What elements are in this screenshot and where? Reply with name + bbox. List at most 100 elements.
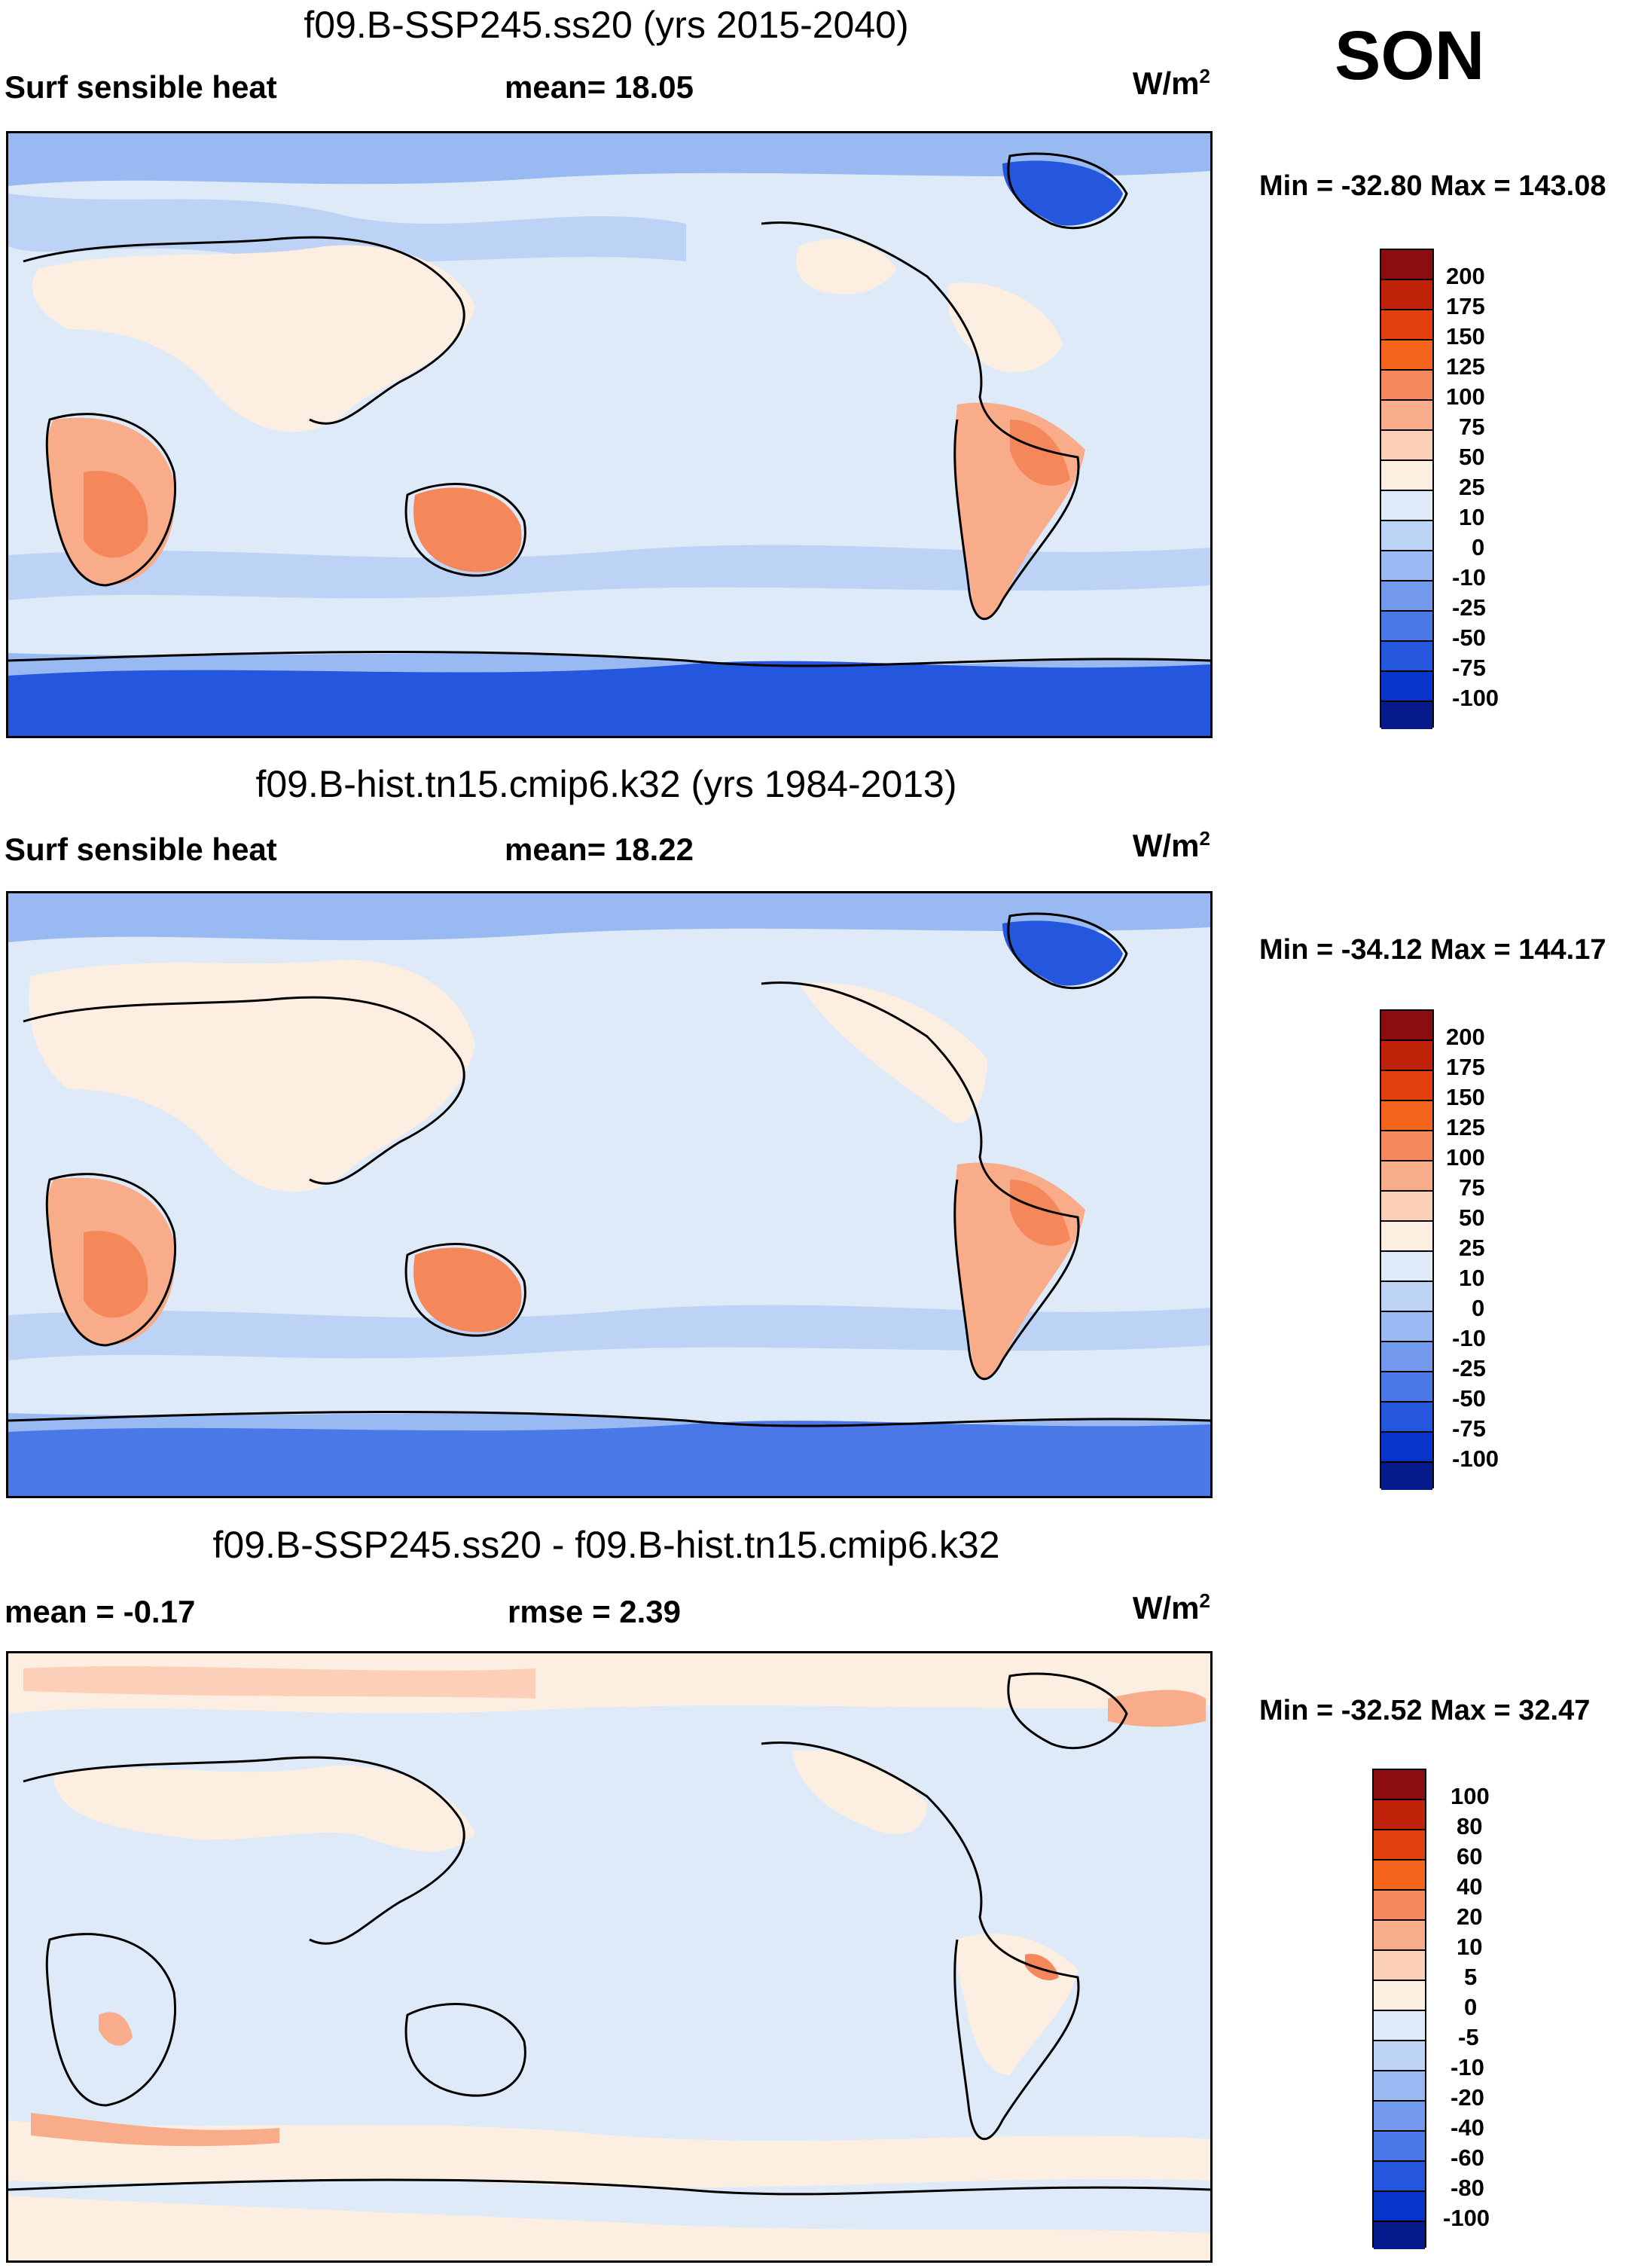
panel-3-colorbar-tick: -20 [1451, 2084, 1484, 2111]
panel-3-colorbar-box [1374, 2102, 1425, 2132]
panel-1-title: f09.B-SSP245.ss20 (yrs 2015-2040) [304, 4, 909, 46]
panel-1-map-field [8, 133, 1210, 736]
panel-2-colorbar-tick: -25 [1452, 1355, 1486, 1381]
panel-3-colorbar-box [1374, 1981, 1425, 2011]
panel-3-rmse-label: rmse = 2.39 [508, 1594, 682, 1629]
panel-2-colorbar-box [1381, 1282, 1432, 1312]
panel-3-colorbar-tick: -100 [1443, 2205, 1490, 2231]
panel-1-mean-label: mean= 18.05 [505, 69, 694, 105]
panel-3-colorbar-tick: 0 [1464, 1994, 1478, 2020]
panel-3-units: W/m2 [1132, 1589, 1210, 1625]
panel-3-colorbar-box [1374, 2132, 1425, 2162]
panel-1-colorbar-tick: -100 [1452, 685, 1499, 711]
panel-3-colorbar-box [1374, 1951, 1425, 1981]
panel-1-colorbar-box [1381, 702, 1432, 729]
panel-3-colorbar-tick: -80 [1451, 2175, 1484, 2201]
panel-2-colorbar-box [1381, 1463, 1432, 1490]
panel-3-colorbar-tick: -60 [1451, 2144, 1484, 2171]
panel-2-colorbar-box [1381, 1403, 1432, 1433]
panel-1-colorbar-box [1381, 401, 1432, 431]
panel-3-colorbar-box [1374, 1891, 1425, 1921]
panel-1-colorbar-box [1381, 340, 1432, 371]
panel-2-colorbar-tick: 150 [1446, 1084, 1485, 1110]
panel-3-colorbar-box [1374, 1921, 1425, 1951]
panel-1-colorbar-box [1381, 431, 1432, 461]
panel-2-colorbar-tick: 100 [1446, 1144, 1485, 1171]
panel-1-colorbar-tick: 50 [1459, 444, 1485, 470]
panel-3-colorbar-tick: 5 [1464, 1964, 1478, 1990]
panel-1-colorbar-tick: 10 [1459, 504, 1485, 530]
panel-1-colorbar-box [1381, 371, 1432, 401]
panel-2-colorbar-box [1381, 1041, 1432, 1071]
panel-2-colorbar-box [1381, 1101, 1432, 1131]
panel-3-colorbar-box [1374, 1860, 1425, 1891]
panel-3-map [6, 1651, 1213, 2263]
panel-1-colorbar-box [1381, 612, 1432, 642]
panel-1-colorbar-tick: 150 [1446, 323, 1485, 350]
panel-3-colorbar-tick: 40 [1457, 1873, 1483, 1900]
panel-1-colorbar-tick: 0 [1472, 534, 1485, 560]
panel-2-colorbar-tick: 50 [1459, 1204, 1485, 1231]
panel-1-colorbar-tick: 200 [1446, 263, 1485, 289]
panel-1-colorbar-box [1381, 491, 1432, 521]
panel-2-minmax: Min = -34.12 Max = 144.17 [1259, 934, 1606, 966]
panel-2-variable-label: Surf sensible heat [5, 832, 277, 867]
panel-3-colorbar-tick: 60 [1457, 1843, 1483, 1870]
panel-1-colorbar-box [1381, 310, 1432, 340]
panel-2-map-field [8, 893, 1210, 1496]
panel-2-units: W/m2 [1132, 827, 1210, 863]
panel-2-colorbar-box [1381, 1011, 1432, 1041]
panel-1-minmax: Min = -32.80 Max = 143.08 [1259, 170, 1606, 202]
panel-2-mean-label: mean= 18.22 [505, 832, 694, 867]
panel-2-colorbar-box [1381, 1312, 1432, 1342]
panel-3-colorbar-box [1374, 2192, 1425, 2222]
panel-3-minmax: Min = -32.52 Max = 32.47 [1259, 1695, 1591, 1726]
panel-1-colorbar-tick: -10 [1452, 564, 1486, 591]
panel-3-colorbar-tick: 20 [1457, 1903, 1483, 1930]
panel-1-colorbar-box [1381, 672, 1432, 702]
panel-1-colorbar-box [1381, 551, 1432, 581]
season-label: SON [1335, 17, 1485, 94]
panel-2-colorbar-box [1381, 1372, 1432, 1403]
panel-1-colorbar-tick: 125 [1446, 353, 1485, 380]
panel-2-colorbar [1380, 1009, 1434, 1490]
panel-2-colorbar-tick: -100 [1452, 1445, 1499, 1472]
panel-2-colorbar-tick: 200 [1446, 1024, 1485, 1050]
panel-1-colorbar-box [1381, 521, 1432, 551]
panel-3-colorbar-tick: 10 [1457, 1934, 1483, 1960]
panel-2-colorbar-box [1381, 1071, 1432, 1101]
panel-1-colorbar-tick: -75 [1452, 655, 1486, 681]
panel-3-colorbar-tick: -5 [1458, 2024, 1479, 2050]
panel-1-colorbar-tick: 175 [1446, 293, 1485, 319]
panel-2-colorbar-box [1381, 1192, 1432, 1222]
panel-3-colorbar-box [1374, 1770, 1425, 1800]
panel-2-colorbar-tick: 10 [1459, 1265, 1485, 1291]
panel-3-map-field [8, 1653, 1210, 2260]
panel-3-colorbar-tick: 80 [1457, 1813, 1483, 1839]
panel-3-colorbar-box [1374, 2041, 1425, 2071]
panel-2-colorbar-tick: -75 [1452, 1415, 1486, 1442]
panel-1-colorbar-tick: 75 [1459, 414, 1485, 440]
panel-3-colorbar-box [1374, 2222, 1425, 2249]
panel-3-colorbar-box [1374, 2011, 1425, 2041]
panel-3-colorbar-tick: -10 [1451, 2054, 1484, 2080]
panel-1-colorbar-box [1381, 280, 1432, 310]
panel-3-colorbar-tick: -40 [1451, 2114, 1484, 2141]
panel-2-colorbar-tick: 0 [1472, 1295, 1485, 1321]
panel-2-title: f09.B-hist.tn15.cmip6.k32 (yrs 1984-2013… [255, 763, 957, 805]
panel-3-mean-label: mean = -0.17 [5, 1594, 196, 1629]
panel-3-colorbar-box [1374, 1800, 1425, 1830]
panel-2-colorbar-box [1381, 1222, 1432, 1252]
panel-1-map [6, 131, 1213, 738]
panel-3-colorbar-tick: 100 [1451, 1783, 1490, 1809]
panel-2-colorbar-tick: -50 [1452, 1385, 1486, 1412]
panel-3-colorbar [1372, 1769, 1426, 2249]
panel-1-colorbar-tick: 25 [1459, 474, 1485, 500]
panel-2-colorbar-box [1381, 1161, 1432, 1192]
panel-1-colorbar-box [1381, 642, 1432, 672]
panel-1-variable-label: Surf sensible heat [5, 69, 277, 105]
panel-1-units: W/m2 [1132, 65, 1210, 101]
panel-2-colorbar-tick: -10 [1452, 1325, 1486, 1351]
panel-3-colorbar-box [1374, 2162, 1425, 2192]
panel-1-colorbar [1380, 249, 1434, 729]
